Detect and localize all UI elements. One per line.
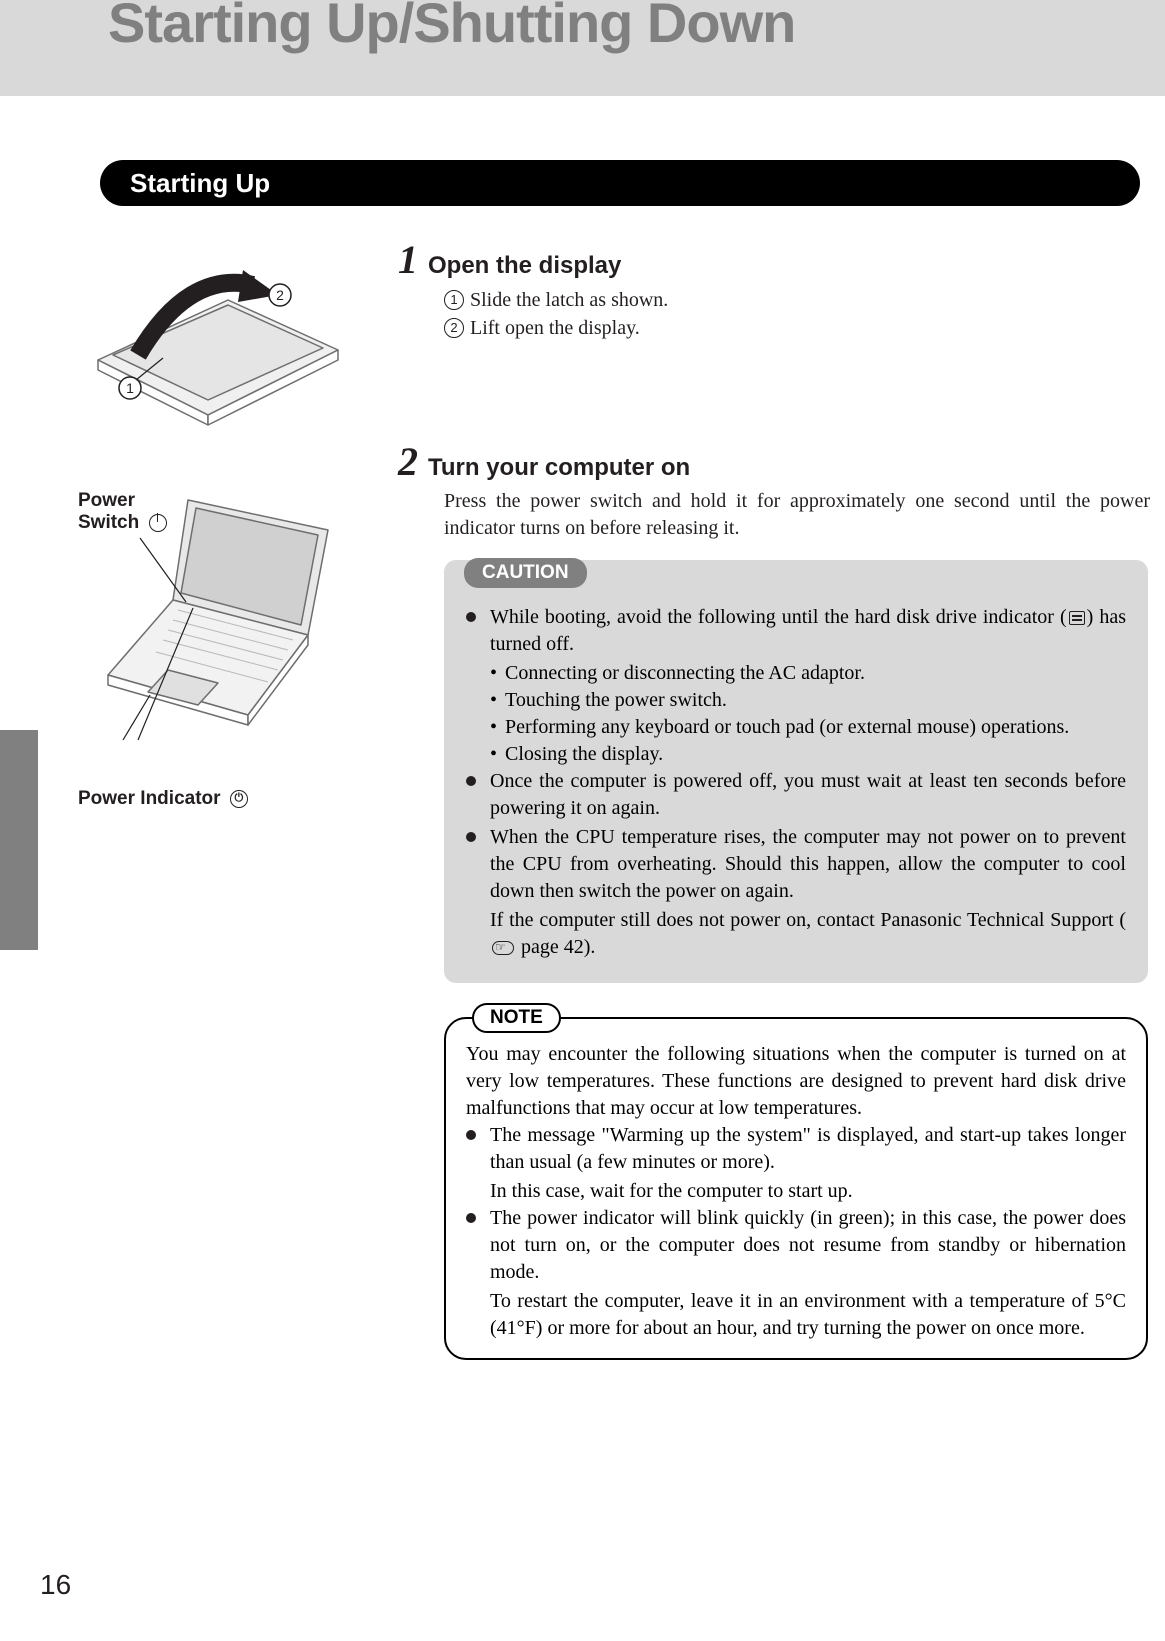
step-1-sub-1: 1 Slide the latch as shown. bbox=[444, 286, 1150, 314]
svg-text:2: 2 bbox=[276, 287, 284, 303]
power-indicator-label-text: Power Indicator bbox=[78, 788, 221, 809]
step-1-number: 1 bbox=[398, 240, 418, 280]
caution-b3sub-a: If the computer still does not power on,… bbox=[490, 909, 1126, 931]
step-1-sub-2: 2 Lift open the display. bbox=[444, 314, 1150, 342]
bullet-icon bbox=[466, 612, 476, 622]
step-1-sub-2-text: Lift open the display. bbox=[470, 314, 640, 342]
caution-bullet-2: Once the computer is powered off, you mu… bbox=[466, 768, 1126, 822]
note-b1-sub: In this case, wait for the computer to s… bbox=[490, 1178, 1126, 1205]
power-indicator-label: Power Indicator ⏻ bbox=[78, 788, 248, 810]
circled-2-icon: 2 bbox=[444, 318, 464, 338]
bullet-icon bbox=[466, 832, 476, 842]
page-title: Starting Up/Shutting Down bbox=[108, 0, 795, 55]
caution-s3-text: Performing any keyboard or touch pad (or… bbox=[505, 714, 1069, 741]
main-content: 1 Open the display 1 Slide the latch as … bbox=[398, 240, 1150, 1360]
step-2-title: Turn your computer on bbox=[428, 454, 690, 482]
note-label: NOTE bbox=[472, 1003, 561, 1033]
bullet-icon bbox=[466, 1130, 476, 1140]
step-1-title: Open the display bbox=[428, 252, 621, 280]
note-b1-text: The message "Warming up the system" is d… bbox=[490, 1122, 1126, 1176]
step-1-heading: 1 Open the display bbox=[398, 240, 1150, 280]
power-indicator-icon: ⏻ bbox=[230, 790, 248, 808]
note-bullet-1: The message "Warming up the system" is d… bbox=[466, 1122, 1126, 1176]
caution-sub-3: •Performing any keyboard or touch pad (o… bbox=[490, 714, 1126, 741]
caution-bullet-1: While booting, avoid the following until… bbox=[466, 604, 1126, 658]
bullet-icon bbox=[466, 1213, 476, 1223]
caution-sub-1: •Connecting or disconnecting the AC adap… bbox=[490, 660, 1126, 687]
title-bar: Starting Up/Shutting Down bbox=[0, 0, 1165, 96]
note-bullet-2: The power indicator will blink quickly (… bbox=[466, 1205, 1126, 1286]
svg-text:1: 1 bbox=[126, 380, 134, 396]
pointer-icon bbox=[492, 941, 514, 955]
caution-box: CAUTION While booting, avoid the followi… bbox=[444, 560, 1148, 983]
bullet-icon bbox=[466, 776, 476, 786]
caution-s4-text: Closing the display. bbox=[505, 741, 663, 768]
caution-s1-text: Connecting or disconnecting the AC adapt… bbox=[505, 660, 865, 687]
step-2-number: 2 bbox=[398, 442, 418, 482]
hdd-icon bbox=[1069, 611, 1085, 625]
caution-b2-text: Once the computer is powered off, you mu… bbox=[490, 768, 1126, 822]
laptop-closed-illustration: 1 2 bbox=[78, 240, 348, 430]
caution-b3sub-b: page 42). bbox=[516, 936, 595, 958]
note-intro: You may encounter the following situatio… bbox=[466, 1041, 1126, 1122]
caution-bullet-3: When the CPU temperature rises, the comp… bbox=[466, 824, 1126, 905]
caution-s2-text: Touching the power switch. bbox=[505, 687, 727, 714]
step-1-sub-1-text: Slide the latch as shown. bbox=[470, 286, 668, 314]
note-box: NOTE You may encounter the following sit… bbox=[444, 1017, 1148, 1360]
caution-label: CAUTION bbox=[464, 558, 587, 588]
caution-b1a: While booting, avoid the following until… bbox=[490, 606, 1067, 628]
step-2-block: 2 Turn your computer on Press the power … bbox=[398, 442, 1150, 1360]
laptop-open-illustration bbox=[78, 480, 358, 760]
section-heading: Starting Up bbox=[100, 160, 1140, 206]
caution-b3-text: When the CPU temperature rises, the comp… bbox=[490, 824, 1126, 905]
step-2-heading: 2 Turn your computer on bbox=[398, 442, 1150, 482]
circled-1-icon: 1 bbox=[444, 290, 464, 310]
caution-sub-4: •Closing the display. bbox=[490, 741, 1126, 768]
caution-b3-sub: If the computer still does not power on,… bbox=[490, 907, 1126, 961]
note-b2-text: The power indicator will blink quickly (… bbox=[490, 1205, 1126, 1286]
page-number: 16 bbox=[40, 1569, 71, 1601]
caution-sub-2: •Touching the power switch. bbox=[490, 687, 1126, 714]
side-tab: Operation bbox=[0, 730, 38, 950]
note-b2-sub: To restart the computer, leave it in an … bbox=[490, 1288, 1126, 1342]
step-2-intro: Press the power switch and hold it for a… bbox=[444, 488, 1150, 542]
